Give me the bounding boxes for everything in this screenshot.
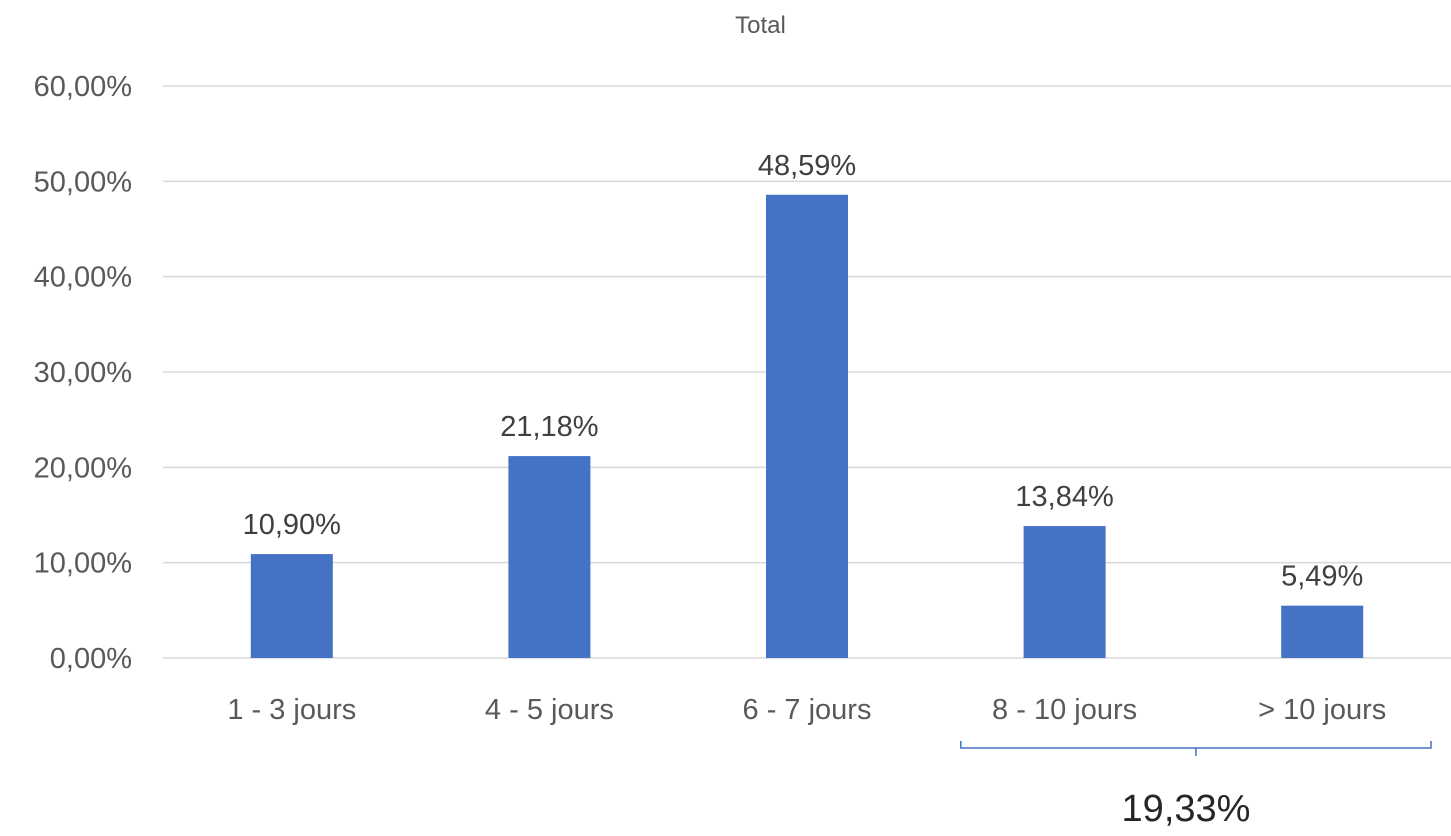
data-label: 21,18% bbox=[500, 411, 598, 443]
x-tick-label: 4 - 5 jours bbox=[485, 694, 614, 726]
data-label: 48,59% bbox=[758, 150, 856, 182]
bar bbox=[250, 554, 333, 658]
y-tick-label: 20,00% bbox=[34, 452, 132, 484]
bracket-line bbox=[960, 741, 1432, 756]
chart-title: Total bbox=[735, 12, 786, 39]
y-tick-label: 60,00% bbox=[34, 71, 132, 103]
bar bbox=[508, 456, 591, 658]
x-axis-tick-labels: 1 - 3 jours 4 - 5 jours 6 - 7 jours 8 - 10 … bbox=[227, 694, 1386, 726]
y-tick-label: 50,00% bbox=[34, 166, 132, 198]
y-axis-tick-labels: 0,00% 10,00% 20,00% 30,00% 40,00% 50,00% 60,00… bbox=[34, 71, 132, 675]
data-label: 10,90% bbox=[243, 509, 341, 541]
y-tick-label: 40,00% bbox=[34, 262, 132, 294]
x-tick-label: 8 - 10 jours bbox=[992, 694, 1137, 726]
bar bbox=[1023, 526, 1106, 658]
annotation-label: 19,33% bbox=[1121, 788, 1251, 830]
y-tick-label: 10,00% bbox=[34, 548, 132, 580]
data-label: 5,49% bbox=[1281, 561, 1363, 593]
data-label: 13,84% bbox=[1015, 481, 1113, 513]
x-tick-label: 6 - 7 jours bbox=[743, 694, 872, 726]
x-tick-label: > 10 jours bbox=[1258, 694, 1386, 726]
bar bbox=[766, 194, 848, 658]
data-labels: 10,90% 21,18% 48,59% 13,84% 5,49% bbox=[243, 150, 1364, 593]
annotation-bracket bbox=[960, 741, 1432, 756]
y-tick-label: 30,00% bbox=[34, 357, 132, 389]
bar bbox=[1281, 605, 1364, 658]
x-tick-label: 1 - 3 jours bbox=[227, 694, 356, 726]
y-tick-label: 0,00% bbox=[50, 643, 132, 675]
bars bbox=[250, 194, 1364, 658]
